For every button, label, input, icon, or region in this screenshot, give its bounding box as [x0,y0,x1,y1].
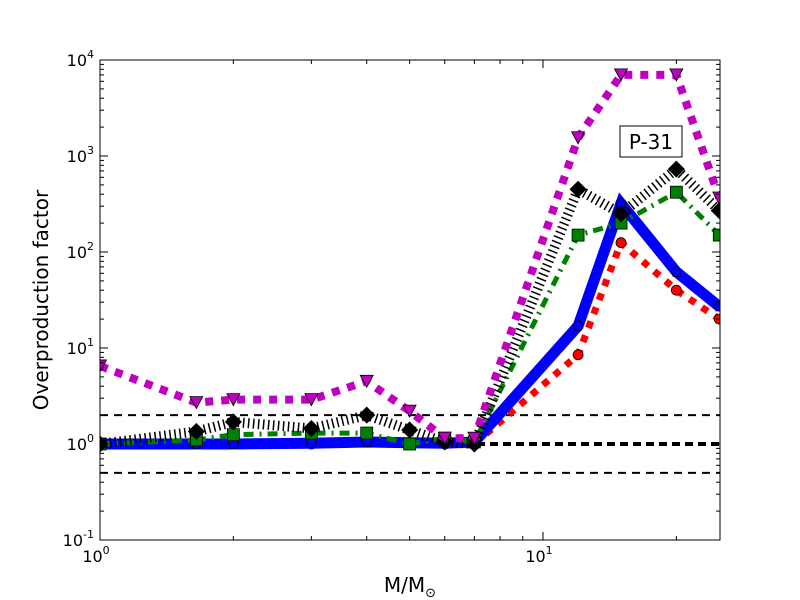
data-point-green [226,428,240,442]
y-tick-label: 10-1 [63,528,94,550]
data-point-magenta [467,431,482,446]
data-point-red [572,349,584,361]
x-tick-label: 101 [525,544,552,566]
data-point-magenta [437,431,452,446]
data-point-magenta [304,393,319,407]
data-point-red [670,284,682,296]
data-point-magenta [226,393,241,407]
data-point-red [615,237,627,249]
data-point-green [571,228,585,242]
data-point-black [302,419,320,438]
series-line-magenta [100,70,720,443]
plot-frame [99,59,721,541]
series-magenta [100,68,720,446]
y-tick-label: 103 [67,144,94,166]
data-point-black [224,413,242,431]
data-point-black [358,406,376,424]
y-tick-label: 104 [67,48,94,70]
data-point-blue [572,319,584,331]
data-point-green [360,426,374,440]
data-point-blue [713,300,720,312]
annotation-label: P-31 [629,130,673,154]
data-point-green [403,437,417,451]
data-point-magenta [402,404,417,418]
data-point-black [612,205,630,223]
data-point-black [667,160,685,178]
y-tick-label: 102 [67,240,94,262]
data-point-blue [670,265,683,277]
data-point-black [569,180,587,198]
y-tick-label: 100 [67,432,94,454]
data-point-magenta [669,68,684,82]
data-point-magenta [189,396,204,410]
data-point-black [187,422,205,441]
data-point-magenta [570,131,586,145]
plot-area [100,60,720,540]
data-point-green [712,228,720,242]
data-point-black [401,421,419,439]
annotation-box: P-31 [619,125,683,158]
x-axis-label: M/M⊙ [384,573,436,600]
y-axis-label: Overproduction factor [29,189,53,410]
data-point-magenta [712,191,720,205]
y-tick-label: 101 [67,336,94,358]
x-tick-label: 100 [82,544,109,566]
data-point-blue [305,437,318,449]
data-point-magenta [359,374,374,389]
data-point-magenta [613,68,629,82]
data-point-green [669,185,683,199]
